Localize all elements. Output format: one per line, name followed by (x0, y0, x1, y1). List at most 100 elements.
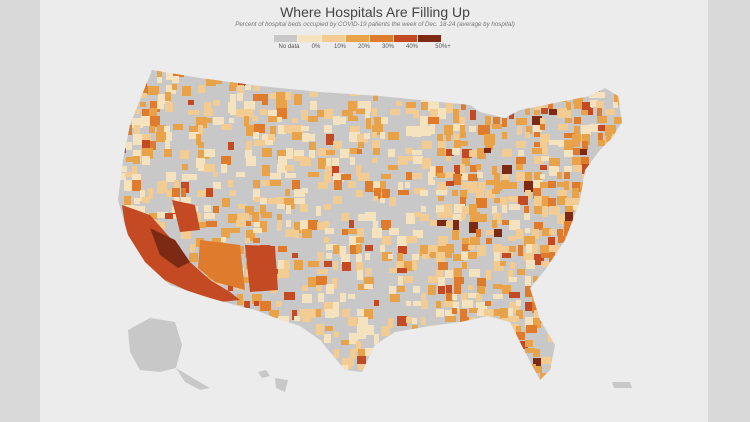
county-cell (566, 316, 576, 321)
county-cell (468, 182, 477, 193)
county-cell (358, 101, 366, 108)
county-cell (612, 316, 622, 326)
county-cell (260, 109, 267, 115)
county-cell (165, 102, 173, 112)
county-cell (230, 94, 236, 104)
county-cell (446, 149, 454, 156)
county-cell (197, 372, 206, 379)
legend-swatch-30 (370, 35, 393, 42)
county-cell (308, 134, 315, 141)
county-cell (590, 166, 597, 174)
county-cell (476, 229, 481, 237)
county-cell (228, 308, 239, 318)
county-cell (166, 85, 176, 94)
county-cell (260, 198, 267, 204)
county-cell (277, 214, 282, 223)
county-cell (374, 334, 379, 345)
county-cell (509, 246, 516, 252)
county-cell (412, 254, 419, 260)
county-cell (606, 158, 611, 164)
county-cell (334, 308, 339, 317)
county-cell (548, 181, 556, 188)
county-cell (213, 77, 222, 84)
county-cell (525, 276, 531, 287)
county-cell (462, 173, 468, 180)
county-cell (278, 316, 289, 322)
county-cell (428, 172, 433, 183)
county-cell (326, 253, 332, 259)
county-cell (606, 308, 611, 317)
county-cell (198, 125, 203, 135)
county-cell (621, 92, 622, 99)
county-cell (174, 292, 182, 302)
county-cell (348, 101, 357, 111)
county-cell (468, 174, 478, 181)
county-cell (141, 116, 151, 126)
county-cell (525, 228, 530, 233)
county-cell (268, 198, 277, 204)
county-cell (229, 325, 239, 332)
county-cell (428, 101, 439, 111)
county-cell (492, 206, 497, 214)
county-cell (269, 93, 280, 99)
county-cell (189, 132, 199, 139)
county-cell (206, 380, 216, 387)
county-cell (406, 102, 416, 113)
county-cell (292, 310, 297, 320)
county-cell (588, 108, 593, 115)
county-cell (301, 110, 308, 120)
county-cell (422, 254, 429, 259)
county-cell (254, 140, 265, 146)
county-cell (620, 356, 622, 362)
county-cell (398, 246, 407, 254)
county-cell (493, 294, 503, 299)
county-cell (284, 260, 290, 269)
county-cell (358, 284, 368, 290)
county-cell (526, 126, 532, 134)
county-cell (277, 117, 282, 122)
county-cell (277, 108, 287, 119)
county-cell (244, 116, 249, 126)
county-cell (196, 222, 206, 228)
county-cell (453, 124, 464, 131)
county-cell (477, 382, 486, 392)
county-cell (548, 76, 555, 84)
county-cell (388, 149, 395, 157)
county-cell (237, 85, 244, 94)
county-cell (221, 301, 226, 311)
county-cell (510, 324, 519, 335)
county-cell (262, 94, 268, 105)
county-cell (285, 349, 290, 360)
county-cell (180, 332, 188, 340)
county-cell (573, 253, 579, 260)
county-cell (436, 381, 445, 391)
county-cell (277, 204, 285, 209)
county-cell (148, 372, 155, 380)
county-cell (165, 92, 171, 101)
county-cell (148, 86, 159, 95)
county-cell (342, 309, 350, 317)
county-cell (300, 220, 309, 230)
county-cell (517, 269, 525, 275)
county-cell (525, 132, 530, 138)
county-cell (438, 196, 444, 201)
county-cell (278, 269, 289, 278)
county-cell (285, 78, 296, 88)
county-cell (158, 94, 169, 104)
county-cell (149, 108, 157, 116)
legend-label-50: 50%+ (435, 44, 451, 50)
county-cell (582, 164, 593, 175)
county-cell (340, 117, 346, 124)
county-cell (502, 174, 509, 183)
county-cell (549, 206, 560, 215)
county-cell (485, 357, 491, 363)
county-cell (606, 188, 614, 199)
county-cell (397, 316, 407, 326)
county-cell (477, 278, 486, 287)
county-cell (509, 277, 517, 282)
county-cell (388, 318, 393, 328)
county-cell (557, 182, 565, 187)
county-cell (542, 196, 549, 206)
county-cell (453, 214, 462, 221)
county-cell (116, 382, 127, 388)
